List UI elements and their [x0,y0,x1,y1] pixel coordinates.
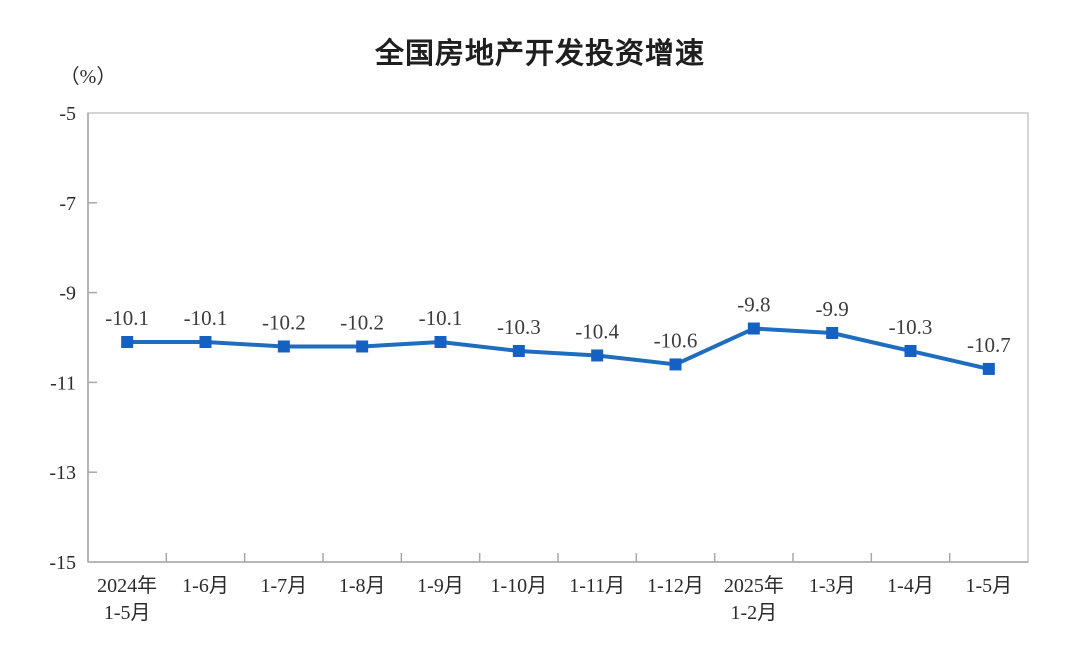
y-tick-label: -9 [59,283,76,305]
data-point-marker [512,344,525,357]
x-tick-label: 1-11月 [569,575,625,597]
data-point-label: -10.3 [889,315,933,339]
x-tick-label: 2024年 1-5月 [97,574,157,624]
x-tick-label: 1-8月 [339,575,386,597]
y-tick-label: -13 [49,462,76,484]
y-tick-label: -11 [50,372,76,394]
y-axis-unit-label: （%） [59,66,117,88]
x-tick-label: 1-10月 [490,575,547,597]
data-point-marker [747,322,760,335]
data-point-label: -10.7 [967,333,1011,357]
data-point-marker [904,344,917,357]
x-tick-label: 2025年 1-2月 [724,574,784,624]
plot-border [87,112,1029,563]
data-point-label: -10.2 [340,310,384,334]
data-point-marker [199,335,212,348]
data-point-label: -10.1 [105,306,149,330]
data-point-label: -10.4 [575,319,619,343]
data-point-label: -10.1 [184,306,228,330]
chart-title: 全国房地产开发投资增速 [374,38,705,70]
data-point-label: -10.6 [654,328,698,352]
series-line [125,326,991,371]
x-tick-label: 1-6月 [182,575,229,597]
data-point-marker [982,362,995,375]
data-point-marker [356,340,369,353]
x-tick-label: 1-4月 [887,575,934,597]
data-point-marker [669,358,682,371]
data-point-marker [277,340,290,353]
x-tick-label: 1-9月 [417,575,464,597]
y-tick-label: -7 [59,193,76,215]
data-point-marker [591,349,604,362]
y-tick-label: -15 [49,552,76,574]
data-point-label: -9.8 [737,293,770,317]
x-tick-label: 1-7月 [260,575,307,597]
x-tick-label: 1-3月 [809,575,856,597]
data-point-label: -10.3 [497,315,541,339]
data-point-marker [826,327,839,340]
data-point-label: -10.2 [262,310,306,334]
x-tick-label: 1-5月 [965,575,1012,597]
data-point-label: -10.1 [419,306,463,330]
x-tick-label: 1-12月 [647,575,704,597]
data-point-marker [434,335,447,348]
data-point-label: -9.9 [816,297,849,321]
data-point-marker [121,335,134,348]
y-tick-label: -5 [59,103,76,125]
